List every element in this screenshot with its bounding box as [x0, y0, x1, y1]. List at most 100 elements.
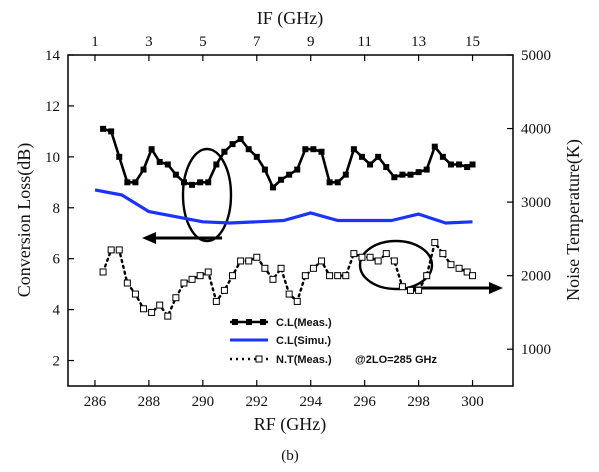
lo-annotation: @2LO=285 GHz — [355, 354, 437, 366]
series-0-point — [116, 153, 123, 160]
series-2-point — [156, 301, 164, 309]
series-2-point — [123, 279, 131, 287]
series-2-point — [390, 257, 398, 265]
series-0-point — [407, 171, 414, 178]
legend-label-cl-meas: C.L(Meas.) — [276, 317, 332, 329]
series-layer — [94, 125, 477, 320]
series-2-point — [463, 268, 471, 276]
series-0-point — [124, 179, 131, 186]
series-2-point — [439, 250, 447, 258]
legend-item-cl-meas: C.L(Meas.) — [230, 317, 332, 329]
y-tick-label: 12 — [45, 99, 60, 115]
series-0-point — [261, 166, 268, 173]
y-tick-label: 14 — [45, 48, 61, 64]
plot-frame — [67, 54, 514, 387]
series-0-point — [221, 148, 228, 155]
series-2-point — [374, 257, 382, 265]
series-2-point — [350, 250, 358, 258]
series-0-point — [383, 164, 390, 171]
y2-tick-label: 1000 — [521, 342, 551, 358]
series-0-point — [156, 158, 163, 165]
series-line-0 — [102, 127, 474, 189]
series-0-point — [439, 153, 446, 160]
series-0-point — [350, 146, 357, 153]
series-2-point — [469, 272, 477, 280]
series-2-point — [342, 272, 350, 280]
series-0-point — [197, 179, 204, 186]
y2-tick-label: 5000 — [521, 48, 551, 64]
x-tick-label: 292 — [246, 394, 269, 410]
series-2-point — [277, 264, 285, 272]
y2-axis-title: Noise Temperature(K) — [563, 139, 584, 301]
series-2-point — [237, 257, 245, 265]
series-0-point — [302, 146, 309, 153]
series-0-point — [213, 161, 220, 168]
x2-tick-label: 1 — [91, 34, 99, 50]
series-0-point — [447, 161, 454, 168]
series-2-point — [285, 290, 293, 298]
series-2-point — [253, 253, 261, 261]
series-0-point — [100, 125, 107, 132]
x-axis-title: RF (GHz) — [254, 414, 327, 435]
y2-tick-label: 4000 — [521, 122, 551, 138]
series-2-point — [131, 290, 139, 298]
annotation-ellipse-cl — [181, 147, 233, 243]
series-2-point — [309, 264, 317, 272]
legend-label-nt-meas: N.T(Meas.) — [276, 354, 332, 366]
series-2-point — [423, 272, 431, 280]
series-2-point — [245, 257, 253, 265]
series-0-point — [253, 153, 260, 160]
series-2-point — [196, 272, 204, 280]
series-2-point — [261, 264, 269, 272]
series-0-point — [342, 171, 349, 178]
series-2-point — [447, 261, 455, 269]
legend-marker-nt-meas-1 — [255, 355, 263, 363]
series-0-point — [375, 153, 382, 160]
series-2-point — [382, 250, 390, 258]
x2-tick-label: 7 — [253, 34, 261, 50]
series-0-point — [399, 171, 406, 178]
series-2-point — [164, 312, 172, 320]
series-2-point — [229, 272, 237, 280]
series-2-point — [180, 279, 188, 287]
series-0-point — [326, 179, 333, 186]
series-2-point — [148, 308, 156, 316]
x-tick-label: 300 — [461, 394, 484, 410]
x2-axis-title: IF (GHz) — [257, 8, 323, 29]
series-2-point — [326, 272, 334, 280]
series-2-point — [204, 268, 212, 276]
y2-tick-label: 2000 — [521, 269, 551, 285]
series-2-point — [99, 268, 107, 276]
legend-marker-cl-meas-1 — [232, 319, 238, 325]
x-tick-label: 298 — [407, 394, 430, 410]
series-0-point — [245, 146, 252, 153]
series-0-point — [456, 161, 463, 168]
series-0-point — [164, 161, 171, 168]
annotation-arrow-left-head — [142, 232, 156, 244]
series-0-point — [391, 174, 398, 181]
series-0-point — [423, 166, 430, 173]
x2-tick-label: 9 — [307, 34, 315, 50]
series-0-point — [367, 161, 374, 168]
x2-tick-label: 11 — [357, 34, 371, 50]
series-0-point — [415, 169, 422, 176]
series-2-point — [269, 275, 277, 283]
series-2-point — [407, 286, 415, 294]
x-tick-label: 288 — [138, 394, 161, 410]
series-0-point — [469, 161, 476, 168]
x2-tick-label: 13 — [411, 34, 426, 50]
series-2-point — [220, 286, 228, 294]
series-2-point — [398, 283, 406, 291]
series-0-point — [269, 184, 276, 191]
legend-label-cl-simu: C.L(Simu.) — [276, 335, 331, 347]
series-0-point — [286, 171, 293, 178]
legend-marker-cl-meas-3 — [260, 319, 266, 325]
x-tick-label: 290 — [192, 394, 215, 410]
y-tick-label: 6 — [53, 252, 61, 268]
series-2-point — [318, 257, 326, 265]
series-2-point — [358, 253, 366, 261]
x2-tick-label: 5 — [199, 34, 207, 50]
